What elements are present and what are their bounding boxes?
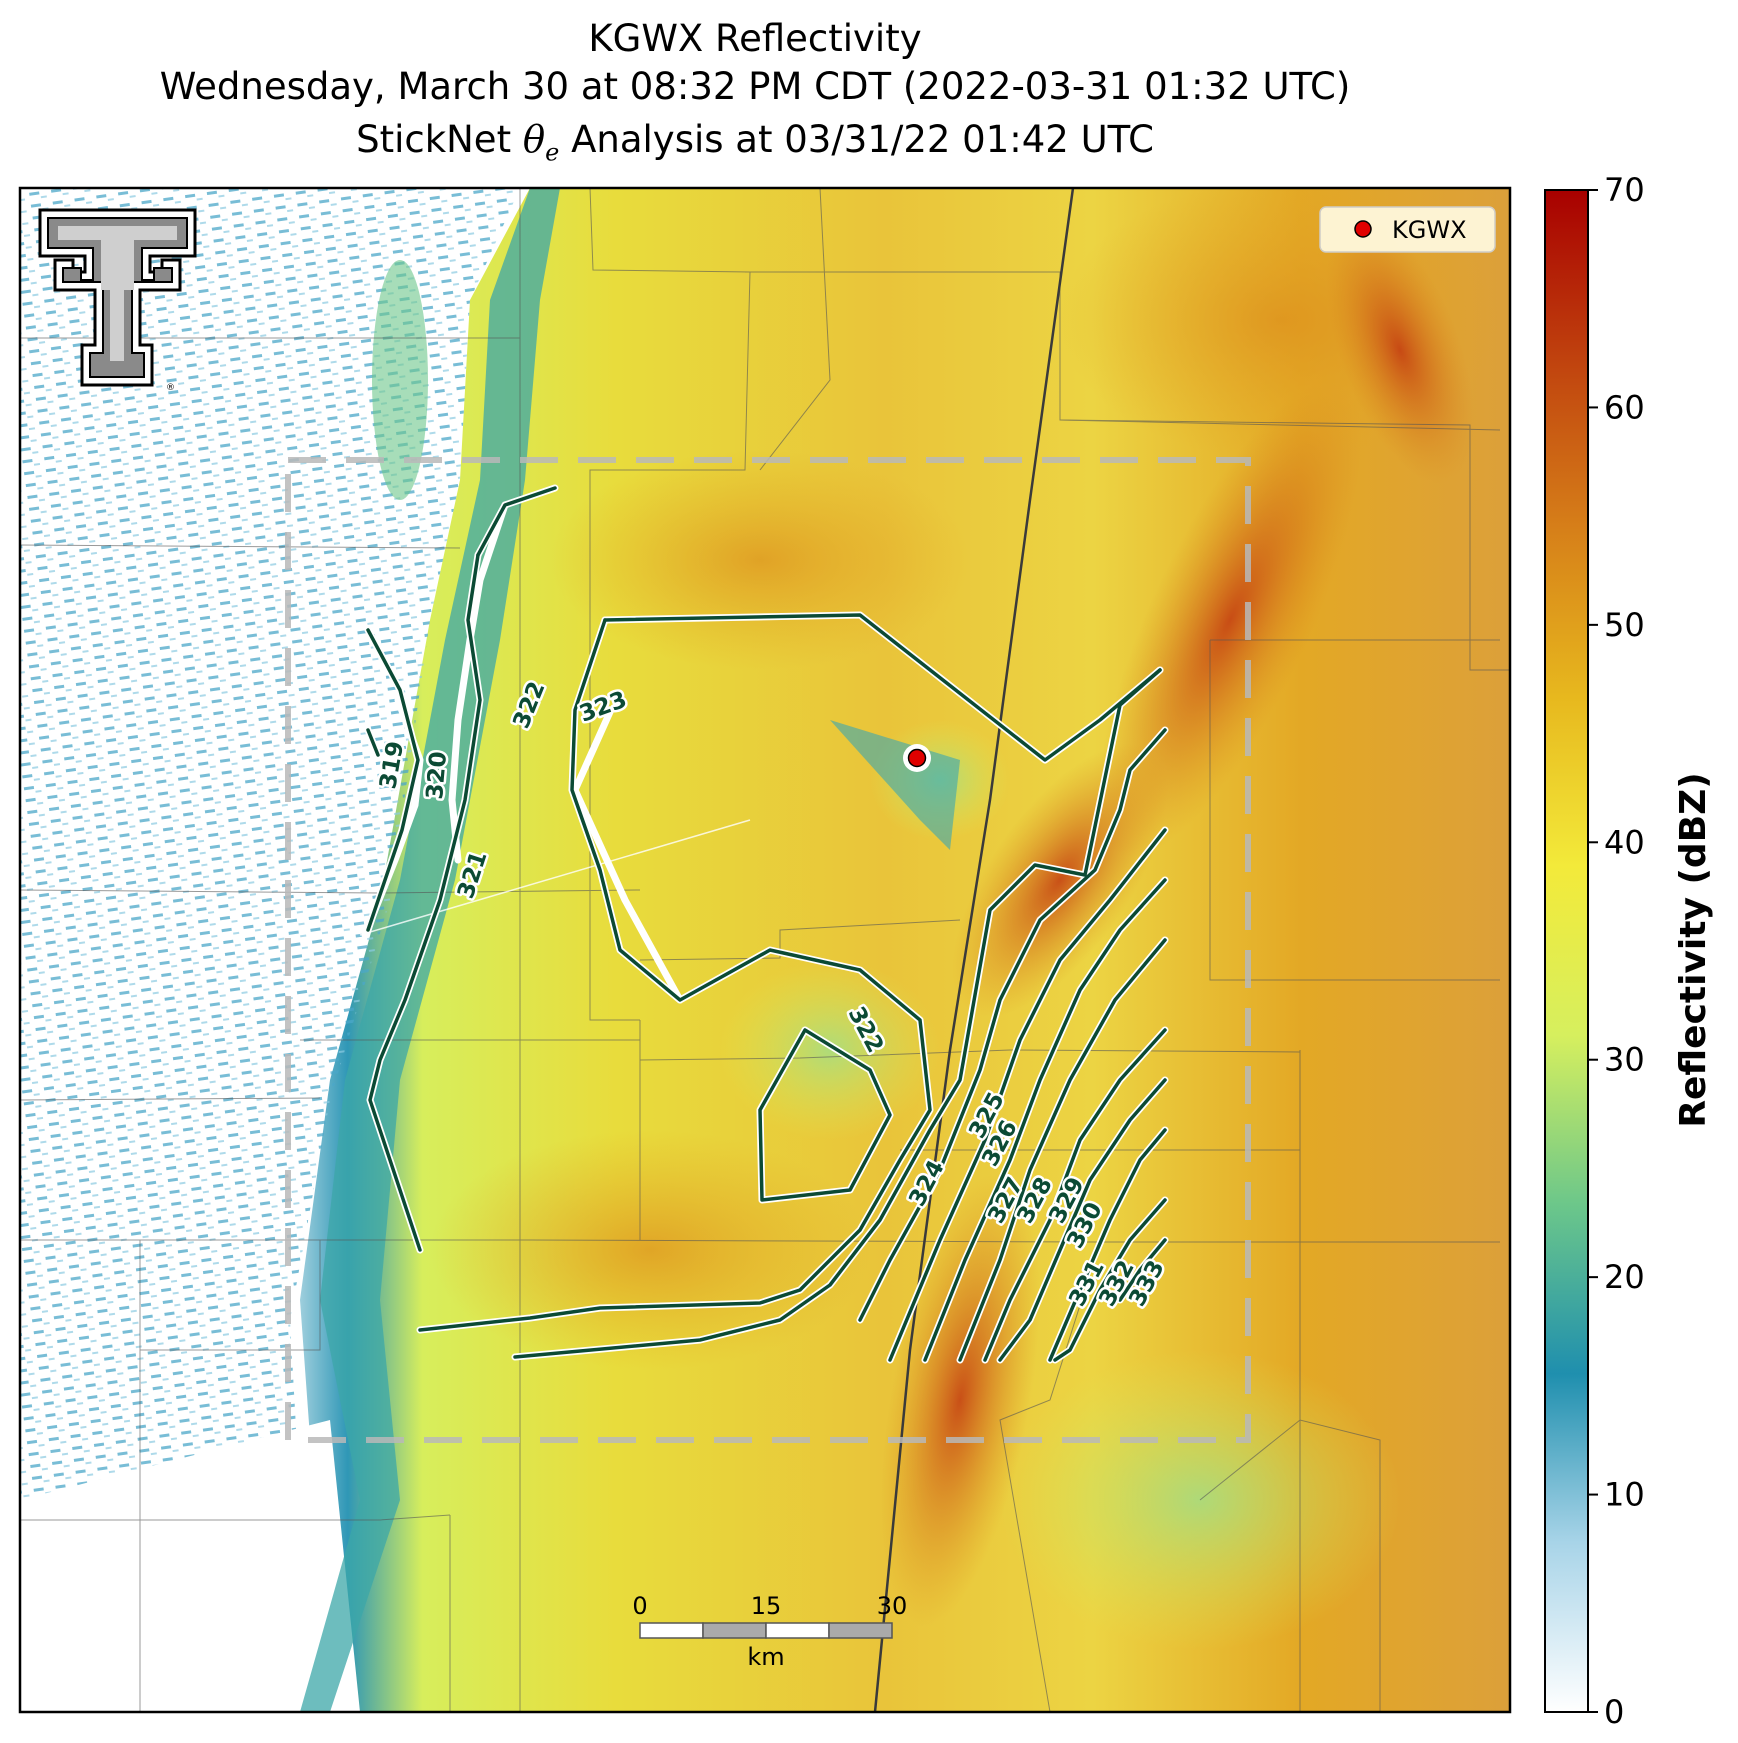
contour-322-line xyxy=(418,618,932,1332)
scale-segment-1 xyxy=(639,1622,704,1639)
scale-segment-4 xyxy=(828,1622,893,1639)
contour-333-line xyxy=(1118,1238,1167,1302)
colorbar-tick-label: 40 xyxy=(1604,823,1645,861)
contour-319-line xyxy=(366,728,380,757)
title-analysis: StickNet θe Analysis at 03/31/22 01:42 U… xyxy=(0,121,1510,164)
radar-site-marker[interactable] xyxy=(907,748,927,768)
texas-tech-logo: ® xyxy=(38,208,197,393)
storm-core-north xyxy=(1098,381,1362,859)
colorbar-ticks: 0 10 20 30 40 50 60 70 xyxy=(1588,171,1645,1731)
title-theta-subscript: e xyxy=(545,138,560,167)
svg-text:®: ® xyxy=(166,383,175,393)
theta-e-contours xyxy=(366,486,1167,1362)
colorbar-strip xyxy=(1544,189,1589,1713)
contour-332-line xyxy=(1053,1198,1167,1362)
scale-tick-15: 15 xyxy=(751,1592,782,1620)
legend-box xyxy=(1319,206,1496,253)
colorbar-tick-label: 10 xyxy=(1604,1476,1645,1514)
orange-patch-north xyxy=(550,450,970,670)
orange-patch-south xyxy=(430,1130,870,1370)
colorbar-tick-label: 60 xyxy=(1604,388,1645,426)
contour-331-line xyxy=(1048,1128,1167,1362)
contour-329-line xyxy=(983,1028,1167,1362)
green-patch-center xyxy=(720,960,940,1140)
colorbar-tick-label: 0 xyxy=(1604,1693,1624,1731)
scale-unit: km xyxy=(747,1643,784,1671)
contour-321-north-line xyxy=(476,486,557,557)
scale-segment-2 xyxy=(702,1622,767,1639)
storm-core-middle xyxy=(951,742,1169,1018)
title-theta: θ xyxy=(522,118,546,161)
contour-327-line xyxy=(923,878,1167,1362)
green-streak xyxy=(372,260,428,500)
contour-321-line xyxy=(368,553,482,1252)
colorbar-label: Reflectivity (dBZ) xyxy=(1673,772,1714,1127)
scale-bar: 0 15 30 km xyxy=(632,1592,907,1671)
contour-330-line xyxy=(998,1078,1167,1362)
legend-label: KGWX xyxy=(1392,216,1467,244)
analysis-domain-box xyxy=(285,457,1251,1443)
sparse-echoes xyxy=(20,188,520,1560)
storm-core-northeast xyxy=(1326,216,1474,484)
beam-blockage-line xyxy=(359,819,751,936)
title-analysis-suffix: Analysis at 03/31/22 01:42 UTC xyxy=(571,118,1154,161)
legend-marker xyxy=(1354,220,1372,238)
title-analysis-prefix: StickNet xyxy=(356,118,512,161)
map-frame xyxy=(18,186,1512,1714)
teal-leading-edge xyxy=(300,188,560,1712)
contour-320-line xyxy=(366,628,420,932)
colorbar-tick-label: 70 xyxy=(1604,171,1645,209)
contour-324-line xyxy=(513,668,1162,1359)
colorbar-tick-label: 50 xyxy=(1604,606,1645,644)
county-borders xyxy=(20,188,1510,1712)
scale-segment-3 xyxy=(765,1622,830,1639)
title-radar: KGWX Reflectivity xyxy=(588,17,922,60)
radar-map: 319 320 321 322 323 322 324 325 326 327 … xyxy=(20,188,1510,1712)
scale-tick-30: 30 xyxy=(877,1592,908,1620)
colorbar-tick-label: 20 xyxy=(1604,1258,1645,1296)
map-legend: KGWX xyxy=(1319,206,1496,253)
contour-326-line xyxy=(888,828,1167,1362)
scale-tick-0: 0 xyxy=(632,1592,647,1620)
contour-label-320: 320 xyxy=(422,750,452,800)
contour-325-line xyxy=(858,728,1167,1322)
clear-air-southwest xyxy=(20,1420,360,1712)
colorbar: 0 10 20 30 40 50 60 70 Reflectivity (dBZ) xyxy=(1544,171,1714,1731)
state-border xyxy=(873,188,1075,1712)
colorbar-tick-label: 30 xyxy=(1604,1041,1645,1079)
contour-328-line xyxy=(958,938,1167,1362)
title-datetime: Wednesday, March 30 at 08:32 PM CDT (202… xyxy=(159,65,1351,108)
contour-322-closed-line xyxy=(758,1028,892,1202)
